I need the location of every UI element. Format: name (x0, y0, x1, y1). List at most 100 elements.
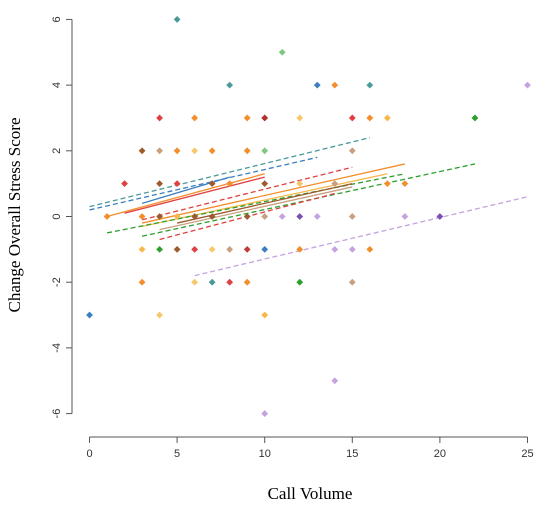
data-point (191, 114, 199, 122)
y-tick-label: -2 (51, 277, 63, 287)
fit-line (106, 173, 405, 234)
data-point (348, 114, 356, 122)
data-point (156, 180, 163, 188)
y-tick-label: -4 (51, 343, 63, 353)
data-point (348, 147, 356, 155)
data-point (366, 114, 374, 122)
data-point (173, 180, 181, 188)
y-tick-label: 4 (51, 82, 63, 88)
data-point (436, 213, 444, 220)
fit-line (124, 176, 265, 214)
fit-line (159, 186, 353, 231)
fit-line (89, 156, 318, 211)
data-point (278, 213, 286, 220)
data-point (383, 114, 391, 122)
data-point (261, 410, 269, 417)
data-point (208, 278, 216, 286)
fit-line (141, 176, 230, 204)
fit-line (176, 183, 353, 224)
data-point (296, 114, 304, 122)
data-point (156, 114, 163, 122)
data-point (331, 245, 339, 253)
data-point (191, 213, 199, 220)
data-point (313, 81, 321, 89)
data-point (191, 147, 199, 155)
data-point (226, 245, 234, 253)
x-tick-label: 0 (86, 448, 92, 460)
data-point (243, 147, 251, 155)
data-point (331, 180, 339, 188)
data-point (191, 245, 199, 253)
y-tick-label: -6 (51, 409, 63, 419)
data-point (348, 278, 356, 286)
data-point (208, 245, 216, 253)
data-point (173, 213, 181, 220)
data-point (173, 245, 181, 253)
data-point (313, 213, 321, 220)
data-point (296, 245, 304, 253)
data-point (208, 147, 216, 155)
data-point (524, 81, 531, 89)
data-point (296, 180, 304, 188)
data-point (243, 213, 251, 220)
fit-line (141, 173, 388, 227)
data-point (121, 180, 128, 188)
data-point (156, 147, 163, 155)
x-tick-label: 5 (174, 448, 180, 460)
data-point (138, 245, 146, 253)
data-point (331, 377, 339, 385)
fit-line (106, 173, 265, 218)
y-tick-label: 2 (51, 148, 63, 154)
axes: 0 5 10 15 20 25 -6 -4 -2 0 2 4 6 (51, 16, 534, 460)
data-point (156, 213, 163, 220)
data-point (401, 180, 409, 188)
data-points (86, 16, 531, 417)
data-point (296, 213, 304, 220)
data-point (156, 245, 163, 253)
data-point (208, 180, 216, 188)
y-axis-title: Change Overall Stress Score (5, 118, 24, 313)
data-point (138, 147, 146, 155)
data-point (226, 180, 234, 188)
data-point (243, 114, 251, 122)
x-tick-label: 10 (259, 448, 271, 460)
y-tick-label: 0 (51, 213, 63, 219)
data-point (173, 147, 181, 155)
x-tick-label: 20 (434, 448, 446, 460)
data-point (366, 81, 374, 89)
data-point (261, 213, 269, 220)
data-point (261, 180, 269, 188)
data-point (138, 213, 146, 220)
data-point (278, 48, 286, 56)
data-point (296, 278, 304, 286)
data-point (156, 311, 163, 319)
data-point (191, 278, 199, 286)
fit-line (141, 163, 405, 224)
x-tick-label: 25 (521, 448, 533, 460)
data-point (226, 278, 234, 286)
data-point (348, 245, 356, 253)
x-tick-label: 15 (346, 448, 358, 460)
data-point (261, 147, 269, 155)
data-point (208, 213, 216, 220)
y-tick-label: 6 (51, 16, 63, 22)
fit-line (89, 137, 370, 208)
data-point (261, 114, 269, 122)
data-point (366, 245, 374, 253)
fit-line (141, 166, 353, 221)
data-point (383, 180, 391, 188)
data-point (471, 114, 479, 122)
data-point (173, 16, 181, 23)
data-point (348, 213, 356, 220)
data-point (243, 278, 251, 286)
fit-lines (89, 137, 528, 277)
fit-line (194, 196, 528, 277)
data-point (86, 311, 93, 319)
data-point (138, 278, 146, 286)
data-point (226, 81, 234, 89)
data-point (103, 213, 111, 220)
x-axis-title: Call Volume (268, 484, 353, 503)
data-point (331, 81, 339, 89)
data-point (261, 311, 269, 319)
